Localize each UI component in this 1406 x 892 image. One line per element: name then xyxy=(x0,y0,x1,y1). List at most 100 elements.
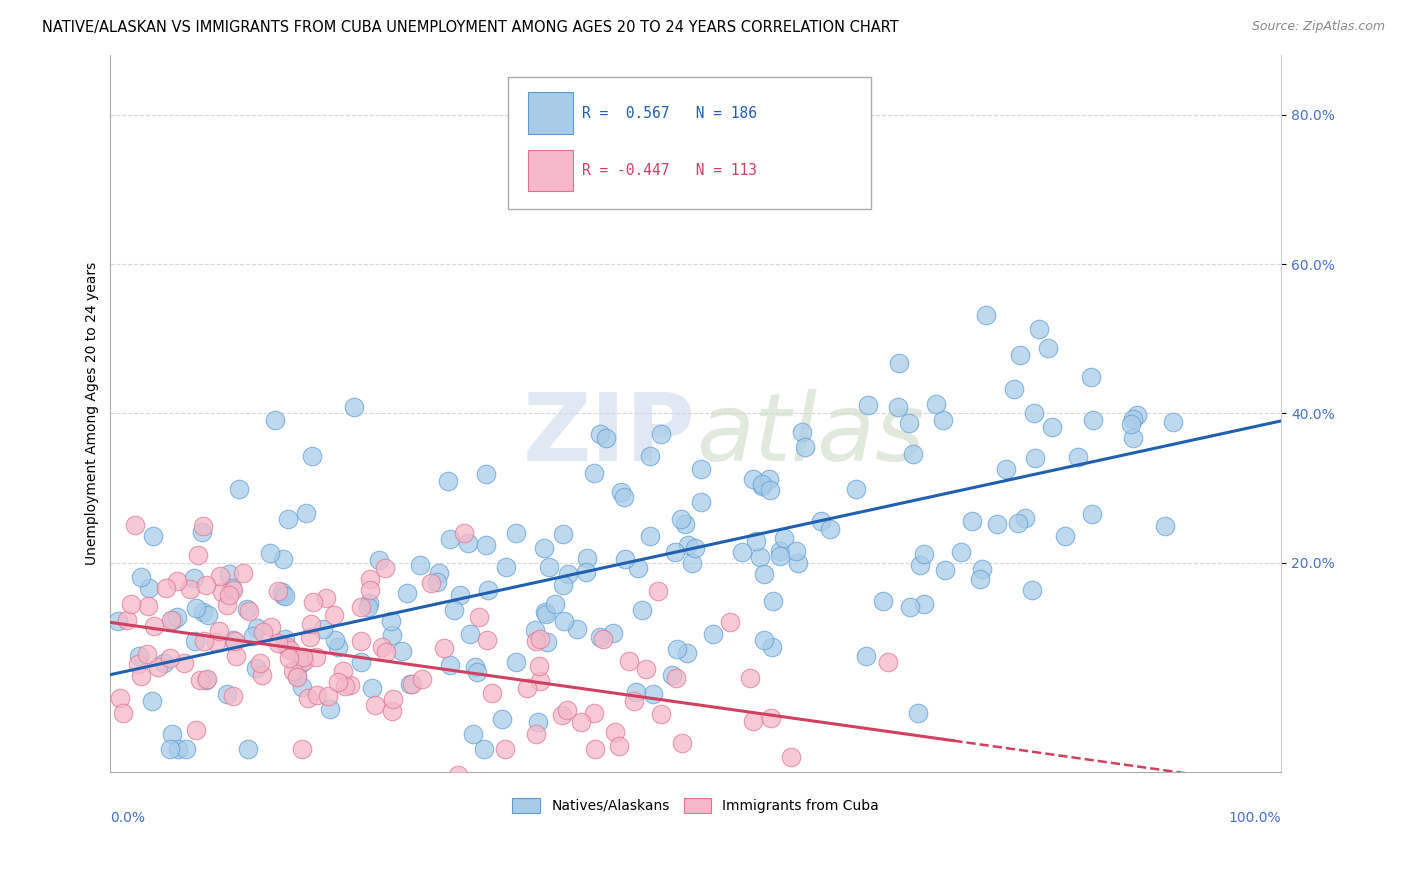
Point xyxy=(267,636,290,650)
Point xyxy=(685,541,707,555)
Point xyxy=(107,614,129,628)
Point xyxy=(350,599,373,614)
Point xyxy=(166,609,188,624)
Point xyxy=(332,664,354,678)
Point xyxy=(1040,420,1063,434)
Point xyxy=(108,690,131,705)
Point xyxy=(195,672,218,686)
Point xyxy=(374,561,396,575)
Point xyxy=(742,472,765,486)
Point xyxy=(773,531,796,545)
Point xyxy=(565,622,588,636)
Point xyxy=(350,634,373,648)
Point xyxy=(534,607,557,622)
Point xyxy=(136,647,159,661)
Point xyxy=(301,617,323,632)
Point xyxy=(717,780,740,794)
Point xyxy=(759,483,782,497)
Point xyxy=(218,566,240,581)
Point xyxy=(433,640,456,655)
Point xyxy=(681,556,703,570)
Point xyxy=(339,678,361,692)
Point xyxy=(184,600,207,615)
Point xyxy=(436,474,458,488)
FancyBboxPatch shape xyxy=(509,77,872,210)
Point xyxy=(285,670,308,684)
Point xyxy=(271,585,294,599)
Point xyxy=(184,723,207,737)
Point xyxy=(491,712,513,726)
Point xyxy=(380,614,402,628)
Point xyxy=(1122,431,1144,445)
Point xyxy=(505,655,527,669)
Point xyxy=(676,538,699,552)
Point xyxy=(236,602,259,616)
Point xyxy=(333,679,356,693)
Point xyxy=(209,568,232,582)
Point xyxy=(619,654,641,668)
Point xyxy=(312,622,335,636)
Point xyxy=(810,514,832,528)
Point xyxy=(301,449,323,463)
Point xyxy=(143,619,166,633)
Point xyxy=(359,583,381,598)
Point xyxy=(160,613,183,627)
Text: ZIP: ZIP xyxy=(523,389,696,481)
Point xyxy=(396,586,419,600)
Point xyxy=(533,605,555,619)
Point xyxy=(551,578,574,592)
Point xyxy=(901,447,924,461)
Point xyxy=(236,742,259,756)
Point xyxy=(538,559,561,574)
Point xyxy=(671,736,693,750)
Point xyxy=(238,604,260,618)
Point xyxy=(475,467,498,481)
Point xyxy=(602,626,624,640)
Point xyxy=(215,599,238,613)
Point xyxy=(129,669,152,683)
Point xyxy=(669,512,692,526)
Point xyxy=(464,659,486,673)
Point xyxy=(205,635,228,649)
Point xyxy=(527,715,550,730)
Point xyxy=(274,632,297,646)
Point xyxy=(217,687,239,701)
FancyBboxPatch shape xyxy=(529,93,572,134)
Point xyxy=(112,706,135,720)
Point xyxy=(787,556,810,570)
Point xyxy=(962,514,984,528)
Point xyxy=(357,596,380,610)
Point xyxy=(505,526,527,541)
Point xyxy=(607,739,630,753)
Point xyxy=(307,688,329,702)
Point xyxy=(1126,408,1149,422)
Point xyxy=(872,594,894,608)
Point xyxy=(794,440,817,454)
Point xyxy=(193,634,215,648)
Point xyxy=(325,633,347,648)
Point xyxy=(449,588,471,602)
Point xyxy=(319,702,342,716)
Point xyxy=(292,654,315,668)
Point xyxy=(208,624,231,639)
Point xyxy=(524,726,547,740)
Point xyxy=(249,657,271,671)
Point xyxy=(1007,516,1029,530)
Point xyxy=(1021,582,1043,597)
Point xyxy=(141,694,163,708)
Point xyxy=(411,673,433,687)
Point xyxy=(641,687,664,701)
Point xyxy=(666,642,689,657)
Point xyxy=(316,689,339,703)
Point xyxy=(252,624,274,639)
Point xyxy=(162,613,184,627)
Point xyxy=(569,715,592,730)
Text: Source: ZipAtlas.com: Source: ZipAtlas.com xyxy=(1251,20,1385,33)
Point xyxy=(187,548,209,562)
Point xyxy=(718,615,741,629)
Point xyxy=(557,567,579,582)
Point xyxy=(908,558,931,572)
Point xyxy=(650,426,672,441)
Point xyxy=(745,534,768,549)
Point xyxy=(742,714,765,728)
